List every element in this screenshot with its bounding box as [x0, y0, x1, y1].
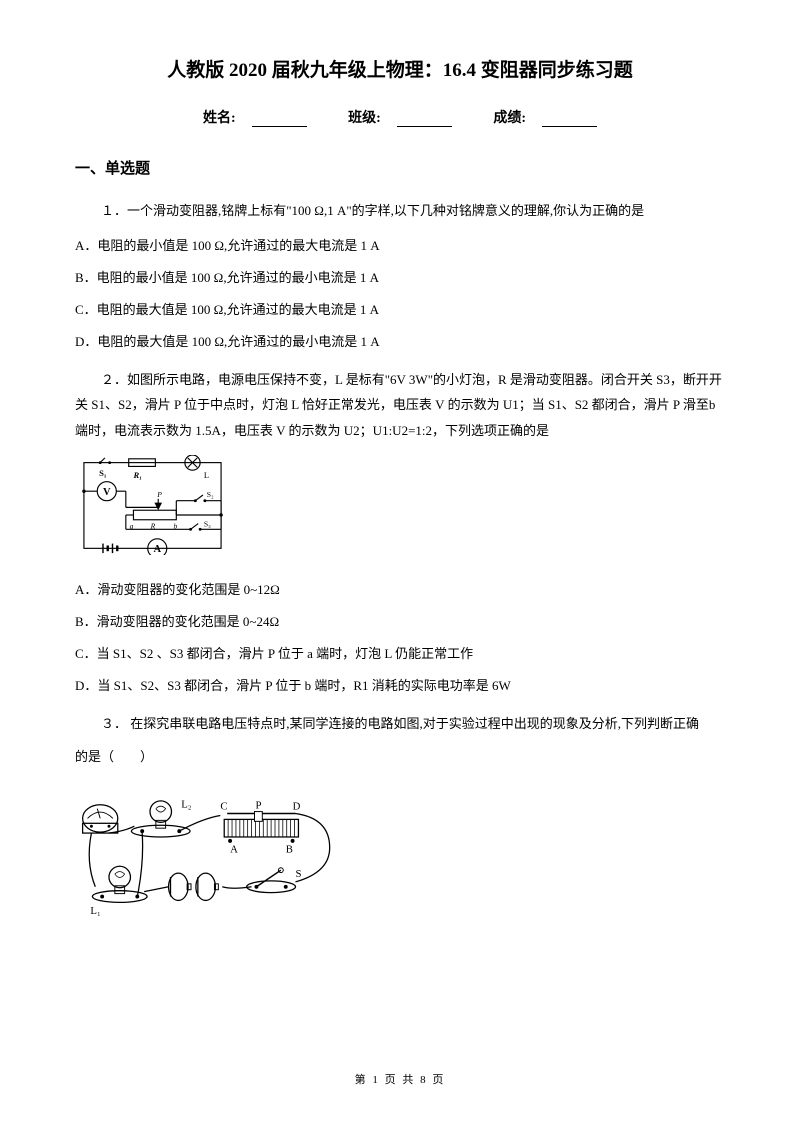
question-3-text: ３． 在探究串联电路电压特点时,某同学连接的电路如图,对于实验过程中出现的现象及… [75, 711, 725, 736]
q2-option-b: B．滑动变阻器的变化范围是 0~24Ω [75, 607, 725, 637]
section-header: 一、单选题 [75, 157, 725, 178]
q1-option-a: A．电阻的最小值是 100 Ω,允许通过的最大电流是 1 A [75, 231, 725, 261]
question-3-cont: 的是（ ） [75, 744, 725, 769]
svg-text:P: P [156, 490, 162, 499]
q1-option-d: D．电阻的最大值是 100 Ω,允许通过的最小电流是 1 A [75, 327, 725, 357]
question-2-text: ２．如图所示电路，电源电压保持不变，L 是标有"6V 3W"的小灯泡，R 是滑动… [75, 367, 725, 443]
score-blank [542, 113, 597, 127]
svg-text:A: A [230, 844, 238, 856]
document-title: 人教版 2020 届秋九年级上物理：16.4 变阻器同步练习题 [75, 55, 725, 82]
circuit-svg-1: S₁ R₁ L V P a R b S₂ [75, 455, 230, 555]
svg-text:A: A [153, 544, 161, 555]
circuit-diagram-2: L₂ C P D A B S [75, 794, 725, 924]
name-blank [252, 113, 307, 127]
svg-text:S₂: S₂ [207, 490, 214, 499]
question-1-text: １．一个滑动变阻器,铭牌上标有"100 Ω,1 A"的字样,以下几种对铭牌意义的… [75, 198, 725, 223]
svg-text:L: L [204, 470, 209, 480]
svg-text:S: S [296, 868, 302, 880]
svg-text:S₁: S₁ [99, 468, 107, 478]
svg-text:L₂: L₂ [181, 799, 192, 811]
svg-text:P: P [255, 800, 261, 812]
score-label: 成绩: [493, 111, 526, 126]
form-line: 姓名: 班级: 成绩: [75, 107, 725, 127]
svg-text:B: B [286, 844, 293, 856]
q2-option-d: D．当 S1、S2、S3 都闭合，滑片 P 位于 b 端时，R1 消耗的实际电功… [75, 671, 725, 701]
svg-text:R₁: R₁ [132, 470, 142, 480]
q1-option-c: C．电阻的最大值是 100 Ω,允许通过的最大电流是 1 A [75, 295, 725, 325]
svg-text:C: C [220, 801, 227, 813]
circuit-svg-2: L₂ C P D A B S [75, 794, 350, 919]
circuit-diagram-1: S₁ R₁ L V P a R b S₂ [75, 455, 725, 560]
svg-text:S₃: S₃ [204, 519, 211, 528]
class-blank [397, 113, 452, 127]
svg-text:L₁: L₁ [90, 905, 100, 917]
q2-option-a: A．滑动变阻器的变化范围是 0~12Ω [75, 575, 725, 605]
q1-option-b: B．电阻的最小值是 100 Ω,允许通过的最小电流是 1 A [75, 263, 725, 293]
svg-text:V: V [103, 487, 111, 498]
svg-text:D: D [293, 801, 301, 813]
page-footer: 第 1 页 共 8 页 [0, 1071, 800, 1087]
name-label: 姓名: [203, 111, 236, 126]
q2-option-c: C．当 S1、S2 、S3 都闭合，滑片 P 位于 a 端时，灯泡 L 仍能正常… [75, 639, 725, 669]
class-label: 班级: [348, 111, 381, 126]
